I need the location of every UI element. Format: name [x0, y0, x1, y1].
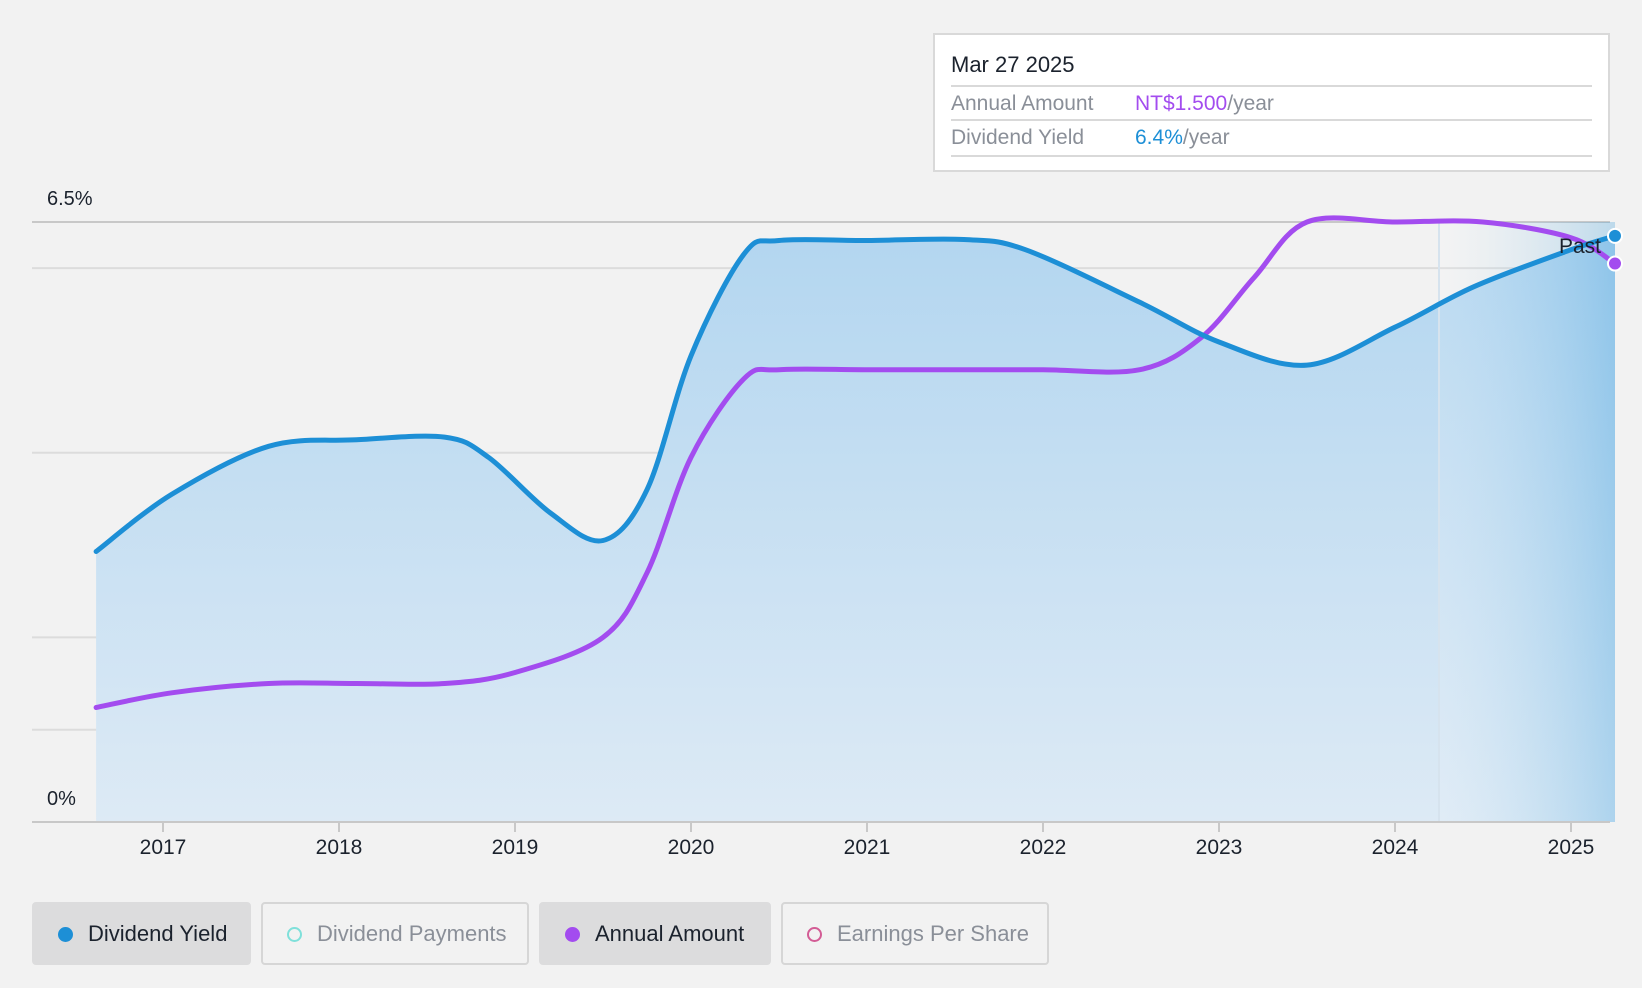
dividend-yield-line [93, 233, 1618, 554]
dividend-chart: 2017 2018 2019 2020 2021 2022 2023 2024 2025 Pas… [32, 188, 1623, 859]
legend-toggle-dividend-yield[interactable]: Dividend Yield [32, 902, 251, 965]
tooltip-row-annual-amount: Annual Amount NT$1.500/year [951, 85, 1592, 121]
tooltip-unit: /year [1182, 126, 1230, 149]
y-axis-min-label: 0% [47, 788, 76, 810]
dividend-payments-ring-icon [287, 927, 302, 942]
tooltip-label: Annual Amount [951, 92, 1094, 115]
tooltip-unit: /year [1227, 92, 1274, 115]
tooltip-row-dividend-yield: Dividend Yield 6.4%/year [951, 119, 1592, 157]
x-tick-label: 2017 [140, 836, 187, 859]
tooltip-date: Mar 27 2025 [951, 52, 1075, 77]
x-tick-label: 2021 [844, 836, 891, 859]
annual-amount-end-marker[interactable] [1607, 255, 1623, 272]
legend-toggle-dividend-payments[interactable]: Dividend Payments [261, 902, 529, 965]
dividend-yield-area [96, 235, 1616, 823]
legend-label: Earnings Per Share [837, 921, 1029, 946]
tooltip-label: Dividend Yield [951, 126, 1085, 149]
dividend-yield-end-marker[interactable] [1607, 227, 1623, 244]
tooltip-value-dividend-yield: 6.4% [1135, 126, 1183, 149]
y-axis-max-label: 6.5% [47, 188, 93, 210]
past-region-shade [1439, 222, 1615, 822]
annual-amount-line [93, 215, 1618, 710]
tooltip: Mar 27 2025 Annual Amount NT$1.500/year … [933, 33, 1610, 172]
dividend-yield-dot-icon [58, 927, 73, 942]
legend-toggle-earnings-per-share[interactable]: Earnings Per Share [781, 902, 1049, 965]
legend-label: Dividend Yield [88, 921, 228, 946]
legend-toggle-annual-amount[interactable]: Annual Amount [539, 902, 771, 965]
past-region-label: Past [1559, 235, 1601, 258]
legend-label: Dividend Payments [317, 921, 507, 946]
x-tick-label: 2025 [1548, 836, 1595, 859]
x-tick-label: 2022 [1020, 836, 1067, 859]
tooltip-value-annual-amount: NT$1.500 [1135, 92, 1228, 115]
earnings-per-share-ring-icon [807, 927, 822, 942]
legend-label: Annual Amount [595, 921, 745, 946]
x-tick-label: 2023 [1196, 836, 1243, 859]
annual-amount-dot-icon [565, 927, 580, 942]
x-tick-label: 2018 [316, 836, 363, 859]
x-tick-label: 2019 [492, 836, 539, 859]
x-tick-label: 2020 [668, 836, 715, 859]
x-tick-label: 2024 [1372, 836, 1419, 859]
